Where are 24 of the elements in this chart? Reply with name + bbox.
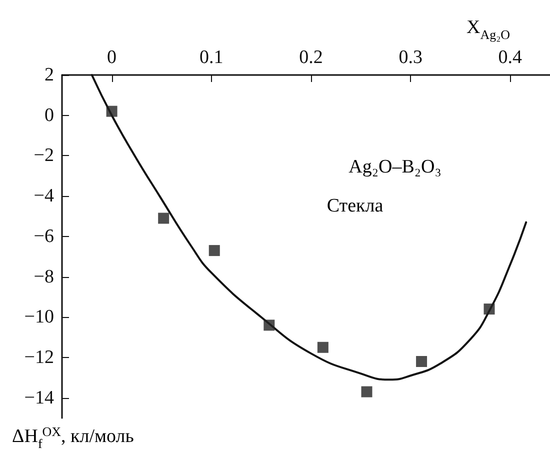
point <box>264 320 275 331</box>
x-tick-label: 0.3 <box>398 47 422 68</box>
point <box>361 386 372 398</box>
x-tick-label: 0.2 <box>299 47 323 68</box>
y-tick-label: −8 <box>34 266 54 288</box>
point <box>208 245 220 256</box>
point <box>317 342 328 353</box>
annotation: Стекла <box>326 196 384 216</box>
x-tick-label: 0.1 <box>200 47 224 68</box>
point <box>158 212 170 224</box>
point <box>416 356 428 368</box>
y-tick-label: −12 <box>24 346 54 368</box>
y-tick-label: −14 <box>24 387 54 408</box>
y-tick-label: 0 <box>44 104 54 126</box>
y-tick-label: −10 <box>24 306 54 328</box>
point <box>484 304 495 315</box>
annotation: Ag₂O–B₂O₃ <box>348 156 442 178</box>
y-tick-label: 2 <box>44 64 54 86</box>
y-tick-label: −6 <box>34 226 54 247</box>
point <box>106 106 118 117</box>
x-tick-label: 0 <box>107 47 117 68</box>
x-tick-label: 0.4 <box>498 47 523 68</box>
y-tick-label: −2 <box>34 145 54 166</box>
y-tick-label: −4 <box>34 186 54 207</box>
